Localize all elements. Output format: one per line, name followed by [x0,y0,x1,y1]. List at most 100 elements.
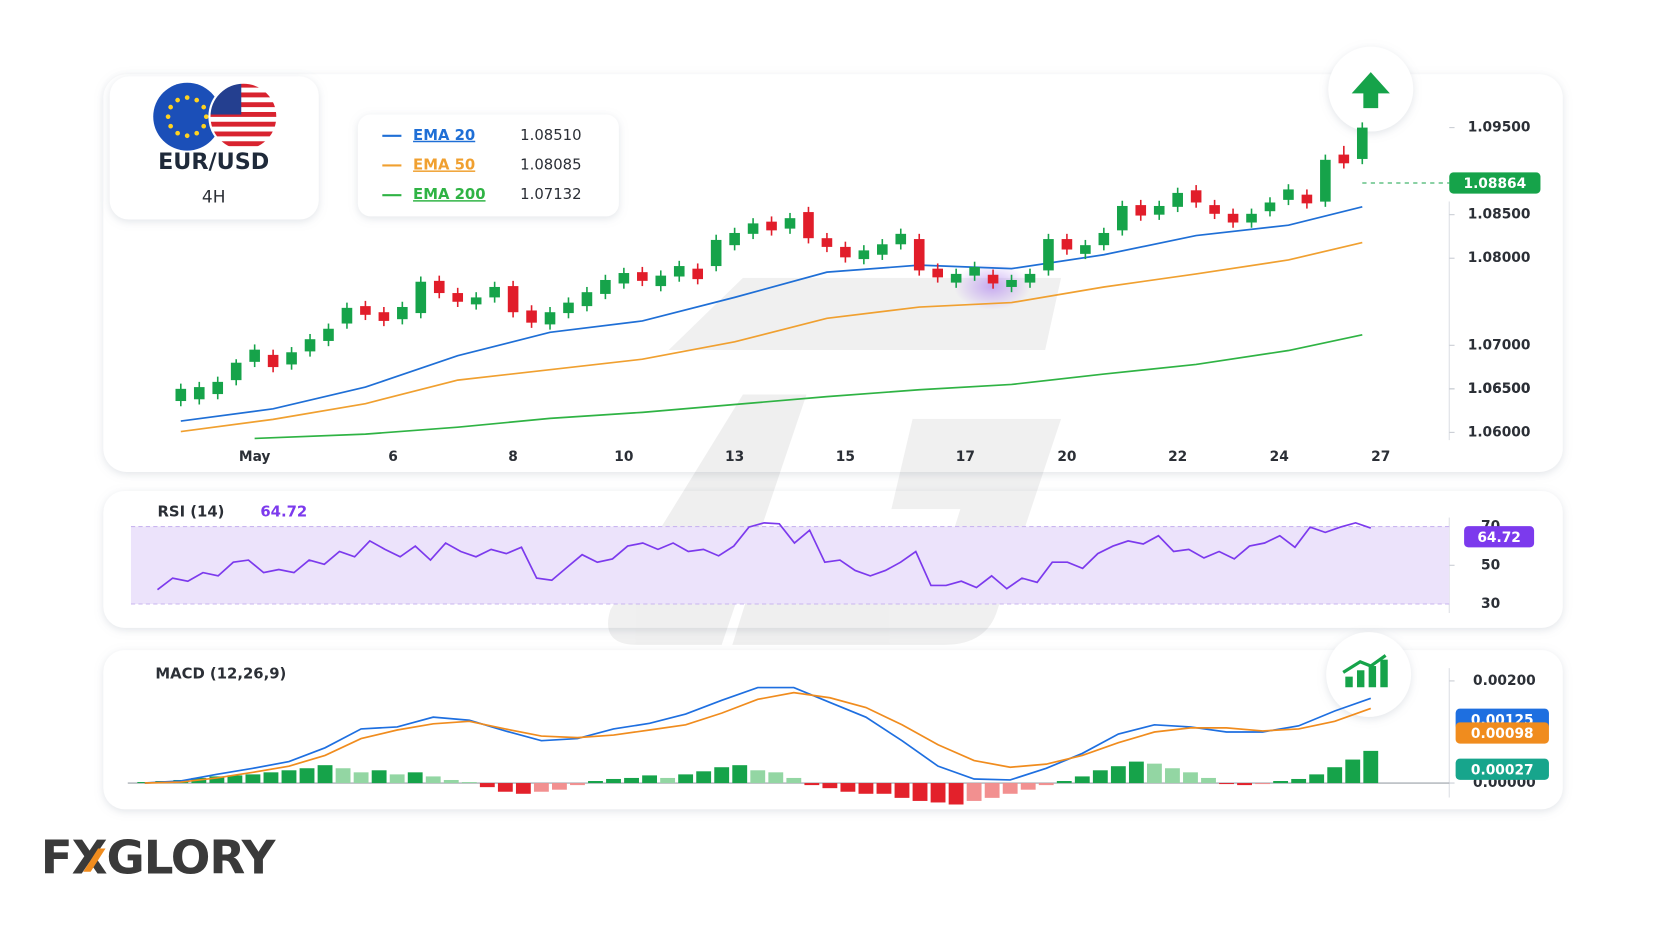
candle-body [637,272,648,281]
histogram-bar [1201,777,1216,784]
y-tick-label: 1.06500 [1468,381,1531,397]
candle-body [1246,213,1257,223]
candle-body [452,293,464,302]
macd-card [103,650,1563,810]
flag-star [168,123,173,129]
histogram-bar [1165,768,1180,784]
candle-body [1283,189,1294,200]
value-tag-label: 64.72 [1477,530,1521,546]
histogram-bar [1074,776,1090,784]
candle-body [267,354,279,368]
histogram-bar [371,770,387,784]
flag-star [201,104,207,110]
legend-name: EMA 50 [413,156,475,173]
ema-line [180,205,1363,422]
candle-body [1153,205,1165,215]
flag-star [194,130,200,136]
chart-icon [1342,654,1388,688]
candle-body [950,273,962,283]
candle-body [1338,154,1350,164]
candle-body [581,292,593,307]
flag-stripe [209,131,278,137]
histogram-bar [1255,783,1271,785]
y-tick-label: 1.06500 [1468,381,1531,397]
x-tick-label: 13 [725,449,744,465]
candle-body [821,238,833,247]
candle-body [507,286,519,313]
candle-body [710,239,722,267]
y-tick-label: 30 [1481,596,1500,612]
x-tick-label: 20 [1057,449,1076,465]
histogram-bar [552,783,567,790]
value-tag-label: 0.00098 [1471,726,1534,742]
histogram-bar [227,775,243,784]
histogram-bar [678,774,694,784]
price-card [103,74,1563,472]
histogram-bar [750,770,766,784]
candle-body [360,306,371,315]
histogram-bar [588,781,603,784]
us-flag [209,82,278,151]
histogram-bar [317,765,333,784]
candle-body [840,246,851,258]
logo: FXGLORY [41,832,277,886]
histogram-bar [876,783,892,794]
histogram-bar [768,772,784,784]
candle-body [1227,213,1239,223]
candle-body [1356,127,1368,159]
candle-body [230,362,242,381]
candle-body [895,233,907,245]
histogram-bar [1237,783,1252,786]
histogram-bar [1128,761,1144,784]
candle-body [766,221,777,231]
histogram-bar [1309,774,1325,784]
candle-body [212,381,224,395]
candle-body [969,266,980,276]
histogram-bar [1183,772,1198,784]
candle-body [1301,194,1313,204]
candle-body [803,212,814,239]
histogram-bar [624,777,639,784]
candle-body [729,232,740,246]
ema-line [180,241,1363,433]
macd-line [144,691,1372,784]
histogram-bar [1273,781,1289,784]
flag-ring [208,81,279,152]
rsi-band [130,526,1450,605]
y-tick-label: 1.08000 [1468,250,1531,266]
x-tick-label: 24 [1270,449,1289,465]
value-tag [1464,526,1535,548]
candle-body [1043,239,1054,271]
histogram-bar [1110,766,1126,784]
flag-star [203,114,209,119]
histogram-bar [930,783,946,803]
candle-body [747,223,759,234]
candle-body [1172,192,1183,207]
eu-flag [153,82,222,151]
up-arrow [1351,72,1390,109]
histogram-bar [1092,770,1108,784]
histogram-bar [642,775,658,784]
histogram-bar [1345,759,1361,784]
histogram-bar [912,783,928,801]
legend-value: 1.08085 [520,156,581,173]
histogram-bar [497,783,513,792]
histogram-bar [732,765,748,784]
candle-body [1116,205,1128,231]
histogram-bar [1219,783,1234,785]
candle-body [877,244,888,255]
histogram-bar [425,776,441,784]
value-tag-label: 1.08864 [1464,176,1527,192]
legend-value: 1.08510 [520,127,581,144]
legend-name: EMA 200 [413,186,485,203]
candle-body [673,266,685,277]
charts: 1.095001.085001.080001.070001.065001.065… [127,120,1549,805]
candle-body [1135,205,1147,216]
rsi-title: RSI (14) [157,503,224,520]
histogram-bar [299,768,315,784]
histogram-bar [1146,763,1162,784]
ema-line [254,333,1363,440]
histogram-bar [858,783,874,794]
